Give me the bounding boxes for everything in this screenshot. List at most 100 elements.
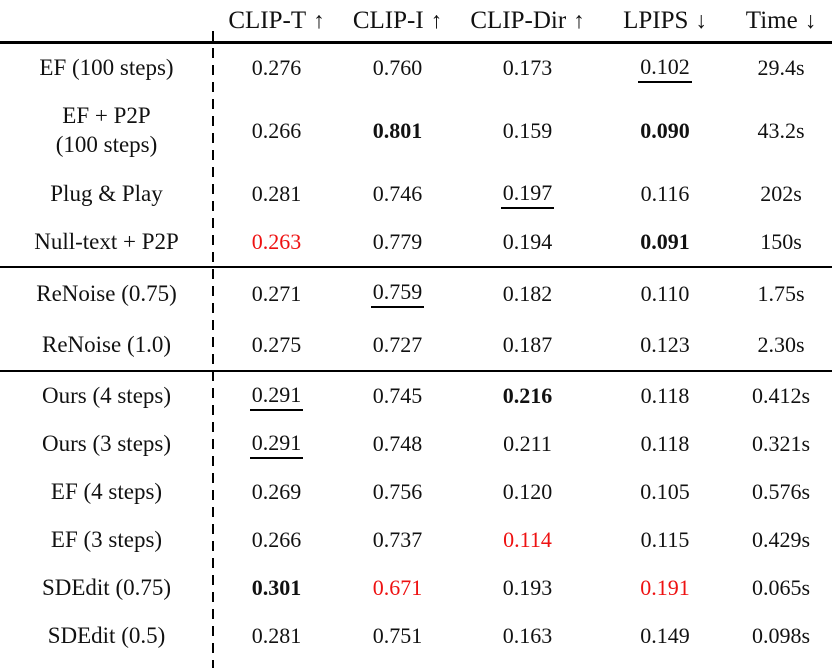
method-cell: Null-text + P2P [0, 218, 213, 267]
col-header-clip-t: CLIP-T ↑ [213, 0, 340, 44]
down-arrow-icon: ↓ [804, 7, 817, 33]
metric-value: 0.123 [640, 331, 690, 357]
method-cell: Ours (4 steps) [0, 370, 213, 420]
metric-value: 0.091 [640, 229, 690, 254]
value-cell: 43.2s [730, 92, 832, 170]
table-row: EF + P2P (100 steps) 0.266 0.801 0.159 0.090 4… [0, 92, 832, 170]
value-cell: 0.120 [455, 468, 600, 516]
metric-value: 0.321s [751, 431, 811, 456]
value-cell: 0.801 [340, 92, 455, 170]
table-row: EF (100 steps) 0.276 0.760 0.173 0.102 29.4s [0, 43, 832, 93]
value-cell: 0.271 [213, 266, 340, 319]
value-cell: 0.281 [213, 170, 340, 218]
metric-value: 29.4s [757, 55, 805, 80]
metric-value: 0.266 [251, 527, 302, 552]
value-cell: 0.116 [600, 170, 730, 218]
metric-value: 0.194 [502, 229, 553, 254]
value-cell: 0.746 [340, 170, 455, 218]
table-bottom-padding [0, 660, 832, 668]
value-cell: 0.193 [455, 564, 600, 612]
col-header-time: Time ↓ [730, 0, 832, 44]
value-cell: 0.291 [213, 420, 340, 468]
value-cell: 0.756 [340, 468, 455, 516]
method-label: ReNoise (1.0) [41, 331, 172, 357]
col-header-clip-t-label: CLIP-T [228, 6, 307, 34]
metric-value: 0.737 [372, 527, 423, 552]
metric-value: 0.163 [502, 623, 553, 648]
value-cell: 0.751 [340, 612, 455, 660]
value-cell: 0.301 [213, 564, 340, 612]
col-header-lpips-label: LPIPS [623, 6, 689, 34]
value-cell: 0.163 [455, 612, 600, 660]
table-row: Null-text + P2P 0.263 0.779 0.194 0.091 150s [0, 218, 832, 267]
method-label: EF (4 steps) [50, 479, 163, 504]
metric-value: 0.105 [640, 479, 690, 504]
metric-value: 0.110 [640, 280, 690, 306]
value-cell: 0.760 [340, 43, 455, 93]
metric-value: 0.263 [251, 229, 302, 254]
value-cell: 0.779 [340, 218, 455, 267]
metric-value: 0.118 [640, 383, 690, 408]
value-cell: 0.759 [340, 266, 455, 319]
value-cell: 0.091 [600, 218, 730, 267]
metric-value: 2.30s [757, 331, 805, 357]
col-header-time-label: Time [745, 6, 798, 34]
value-cell: 0.269 [213, 468, 340, 516]
up-arrow-icon: ↑ [430, 7, 443, 33]
value-cell: 0.110 [600, 266, 730, 319]
value-cell: 0.182 [455, 266, 600, 319]
column-separator-dashed-line [212, 31, 214, 668]
metric-value: 0.751 [372, 623, 423, 648]
value-cell: 0.748 [340, 420, 455, 468]
value-cell: 0.737 [340, 516, 455, 564]
value-cell: 0.727 [340, 319, 455, 371]
value-cell: 0.105 [600, 468, 730, 516]
value-cell: 0.281 [213, 612, 340, 660]
method-cell: EF (100 steps) [0, 43, 213, 93]
metric-value: 0.118 [640, 431, 690, 456]
method-cell: EF (4 steps) [0, 468, 213, 516]
up-arrow-icon: ↑ [313, 7, 325, 33]
value-cell: 0.429s [730, 516, 832, 564]
table-row: EF (4 steps) 0.269 0.756 0.120 0.105 0.576s [0, 468, 832, 516]
metric-value: 0.266 [251, 118, 302, 143]
metric-value: 150s [760, 229, 802, 254]
table-row: ReNoise (1.0) 0.275 0.727 0.187 0.123 2.30s [0, 319, 832, 371]
metric-value: 0.291 [249, 431, 304, 459]
method-label: EF (3 steps) [50, 527, 163, 552]
value-cell: 0.266 [213, 92, 340, 170]
metric-value: 0.114 [503, 527, 552, 552]
method-cell: SDEdit (0.5) [0, 612, 213, 660]
col-header-lpips: LPIPS ↓ [600, 0, 730, 44]
method-cell: Ours (3 steps) [0, 420, 213, 468]
metric-value: 1.75s [757, 280, 805, 306]
metric-value: 0.065s [751, 575, 811, 600]
col-header-clip-i-label: CLIP-I [352, 6, 424, 34]
table-row: Ours (4 steps) 0.291 0.745 0.216 0.118 0.412s [0, 370, 832, 420]
metric-value: 0.159 [502, 118, 553, 143]
metric-value: 0.748 [372, 431, 423, 456]
metric-value: 0.269 [251, 479, 302, 504]
table-body: EF (100 steps) 0.276 0.760 0.173 0.102 29.4s E… [0, 43, 832, 668]
metric-value: 0.281 [251, 181, 302, 206]
metric-value: 0.191 [640, 575, 690, 600]
metric-value: 0.271 [251, 280, 302, 306]
value-cell: 0.276 [213, 43, 340, 93]
metric-value: 0.760 [372, 55, 423, 80]
method-label: Ours (3 steps) [41, 431, 172, 456]
value-cell: 0.159 [455, 92, 600, 170]
method-column-header [0, 0, 213, 44]
metric-value: 0.291 [249, 383, 304, 411]
value-cell: 0.211 [455, 420, 600, 468]
metric-value: 0.779 [372, 229, 423, 254]
metric-value: 0.756 [372, 479, 423, 504]
metric-value: 0.576s [751, 479, 811, 504]
value-cell: 0.102 [600, 43, 730, 93]
method-cell: EF + P2P (100 steps) [0, 92, 213, 170]
value-cell: 0.745 [340, 370, 455, 420]
metric-value: 0.149 [640, 623, 690, 648]
table-row: SDEdit (0.75) 0.301 0.671 0.193 0.191 0.065s [0, 564, 832, 612]
value-cell: 0.173 [455, 43, 600, 93]
metric-value: 202s [760, 181, 802, 206]
